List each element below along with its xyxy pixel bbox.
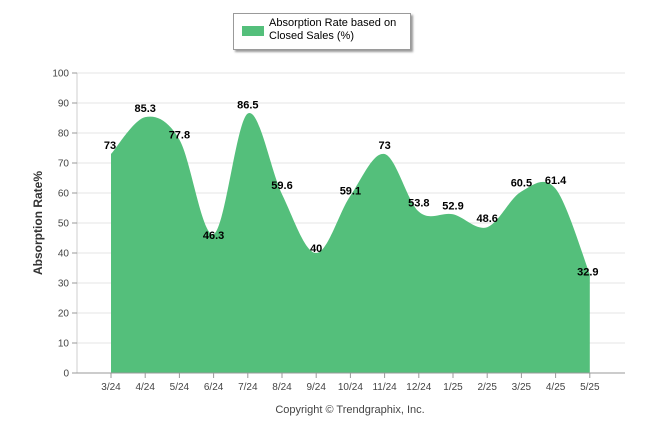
data-label: 86.5 bbox=[237, 100, 258, 112]
y-tick-label: 10 bbox=[58, 339, 70, 350]
y-tick-label: 100 bbox=[52, 69, 69, 80]
x-tick-label: 3/25 bbox=[512, 382, 532, 393]
x-tick-label: 9/24 bbox=[306, 382, 326, 393]
series-area bbox=[111, 113, 590, 374]
legend-label: Absorption Rate based on Closed Sales (%… bbox=[269, 17, 397, 42]
data-label: 48.6 bbox=[476, 213, 497, 225]
data-label: 73 bbox=[104, 140, 116, 152]
legend: Absorption Rate based on Closed Sales (%… bbox=[233, 13, 411, 50]
x-tick-label: 1/25 bbox=[443, 382, 463, 393]
x-tick-label: 11/24 bbox=[372, 382, 397, 393]
data-label: 85.3 bbox=[134, 103, 155, 115]
data-label: 73 bbox=[378, 140, 390, 152]
data-label: 40 bbox=[310, 243, 322, 255]
data-label: 61.4 bbox=[545, 175, 567, 187]
data-label: 77.8 bbox=[169, 130, 190, 142]
x-tick-label: 5/24 bbox=[170, 382, 190, 393]
data-label: 60.5 bbox=[511, 178, 532, 190]
y-tick-label: 50 bbox=[58, 219, 70, 230]
x-tick-label: 12/24 bbox=[406, 382, 431, 393]
x-tick-label: 7/24 bbox=[238, 382, 258, 393]
y-tick-label: 20 bbox=[58, 309, 70, 320]
plot-area bbox=[111, 113, 590, 374]
x-tick-label: 4/25 bbox=[546, 382, 566, 393]
copyright-footer: Copyright © Trendgraphix, Inc. bbox=[275, 404, 424, 416]
data-labels: 73 85.3 77.8 46.3 86.5 59.6 40 59.1 73 53.8 52.9 48… bbox=[104, 100, 599, 279]
legend-swatch bbox=[242, 26, 264, 36]
x-tick-label: 5/25 bbox=[580, 382, 600, 393]
y-axis-ticks: 0 10 20 30 40 50 60 70 80 90 100 bbox=[52, 69, 77, 380]
y-tick-label: 0 bbox=[63, 369, 69, 380]
y-tick-label: 30 bbox=[58, 279, 70, 290]
x-axis-ticks: 3/24 4/24 5/24 6/24 7/24 8/24 9/24 10/24 11/24 12… bbox=[101, 373, 600, 393]
data-label: 53.8 bbox=[408, 198, 429, 210]
x-tick-label: 6/24 bbox=[204, 382, 224, 393]
y-tick-label: 90 bbox=[58, 99, 70, 110]
data-label: 46.3 bbox=[203, 230, 224, 242]
y-axis-label: Absorption Rate% bbox=[31, 171, 45, 275]
data-label: 32.9 bbox=[577, 266, 598, 278]
y-tick-label: 60 bbox=[58, 189, 70, 200]
x-tick-label: 4/24 bbox=[135, 382, 155, 393]
x-tick-label: 8/24 bbox=[272, 382, 292, 393]
data-label: 52.9 bbox=[442, 200, 463, 212]
x-tick-label: 3/24 bbox=[101, 382, 121, 393]
y-tick-label: 80 bbox=[58, 129, 70, 140]
data-label: 59.6 bbox=[271, 180, 292, 192]
x-tick-label: 10/24 bbox=[338, 382, 363, 393]
x-tick-label: 2/25 bbox=[477, 382, 497, 393]
y-tick-label: 40 bbox=[58, 249, 70, 260]
y-tick-label: 70 bbox=[58, 159, 70, 170]
data-label: 59.1 bbox=[340, 186, 361, 198]
